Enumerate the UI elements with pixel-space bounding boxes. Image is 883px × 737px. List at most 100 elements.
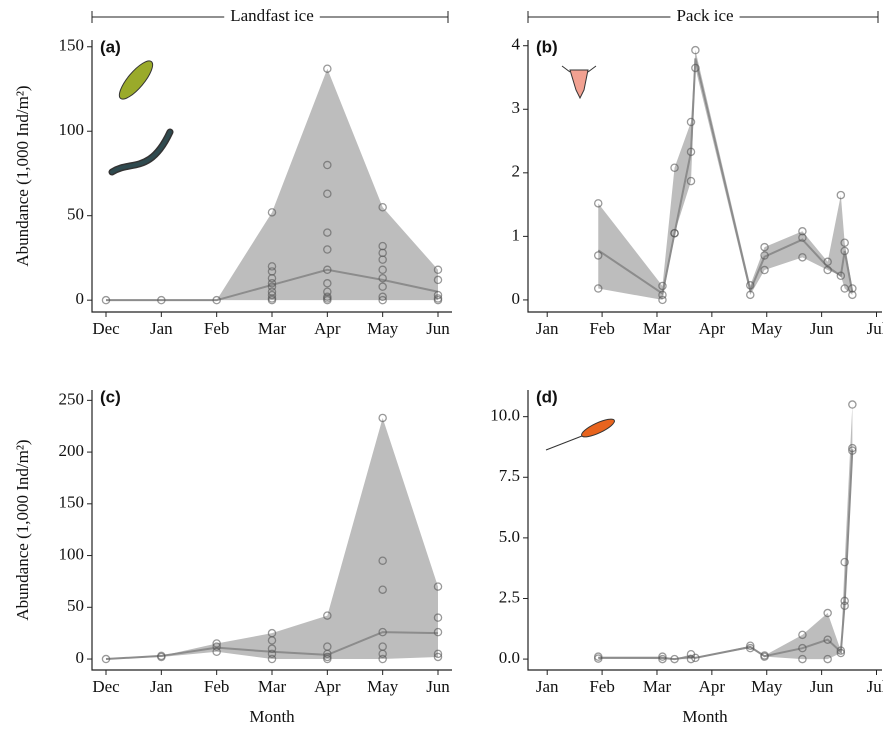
sample-point xyxy=(691,653,700,663)
sample-point xyxy=(378,654,387,664)
x-tick-label: Feb xyxy=(204,677,230,696)
y-tick-label: 150 xyxy=(59,493,85,512)
y-tick-label: 0.0 xyxy=(499,648,520,667)
x-tick-label: Apr xyxy=(314,677,341,696)
sample-point xyxy=(267,636,277,645)
sample-point xyxy=(378,292,387,302)
x-tick-label: Jul xyxy=(867,677,883,696)
y-tick-label: 100 xyxy=(59,120,85,139)
sample-point xyxy=(267,262,277,271)
x-tick-label: Mar xyxy=(643,677,672,696)
y-axis-label: Abundance (1,000 Ind/m²) xyxy=(13,439,32,620)
sample-point xyxy=(760,652,769,661)
x-tick-label: May xyxy=(367,677,399,696)
y-tick-label: 2.5 xyxy=(499,587,520,606)
x-tick-label: Jun xyxy=(810,319,834,338)
sample-point xyxy=(670,163,679,172)
sample-point xyxy=(378,265,387,275)
axis-line xyxy=(527,40,882,313)
group-label-bg xyxy=(670,7,740,27)
median-line xyxy=(598,449,854,661)
sample-point xyxy=(267,644,277,653)
group-label: Landfast ice xyxy=(230,6,314,25)
icon-d xyxy=(545,418,615,451)
x-tick-label: May xyxy=(367,319,399,338)
y-tick-label: 50 xyxy=(67,205,84,224)
sample-point xyxy=(658,290,667,300)
y-tick-label: 100 xyxy=(59,544,85,563)
sample-point xyxy=(836,271,846,281)
sample-point xyxy=(378,627,387,637)
x-tick-label: Jan xyxy=(150,677,173,696)
sample-point xyxy=(594,251,603,260)
x-tick-label: Dec xyxy=(92,677,120,696)
y-tick-label: 250 xyxy=(59,389,85,408)
sample-point xyxy=(594,654,603,663)
sample-point xyxy=(686,176,696,186)
sample-point xyxy=(823,635,832,644)
sample-point xyxy=(212,639,221,648)
y-axis-label: Abundance (1,000 Ind/m²) xyxy=(13,85,32,266)
sample-point xyxy=(378,203,387,212)
panel-label: (a) xyxy=(100,37,121,56)
sample-point xyxy=(746,290,755,300)
sample-point xyxy=(267,282,277,291)
x-tick-label: Mar xyxy=(258,677,287,696)
x-tick-label: Jan xyxy=(150,319,173,338)
sample-point xyxy=(378,295,387,305)
y-tick-label: 7.5 xyxy=(499,466,520,485)
x-tick-label: Jun xyxy=(810,677,834,696)
sample-point xyxy=(212,642,221,651)
x-tick-label: Feb xyxy=(204,319,230,338)
sample-point xyxy=(267,279,277,288)
sample-point xyxy=(746,641,755,651)
sample-point xyxy=(746,281,755,290)
sample-point xyxy=(760,265,769,275)
y-tick-label: 4 xyxy=(512,35,521,54)
sample-point xyxy=(760,251,769,260)
sample-point xyxy=(670,654,679,664)
sample-point xyxy=(798,643,807,653)
y-tick-label: 200 xyxy=(59,441,85,460)
y-tick-label: 5.0 xyxy=(499,527,520,546)
sample-point xyxy=(840,557,849,567)
x-tick-label: Apr xyxy=(699,677,726,696)
panel-label: (d) xyxy=(536,387,558,406)
sample-point xyxy=(823,257,832,267)
sample-point xyxy=(378,413,387,423)
sample-point xyxy=(848,284,857,293)
sample-point xyxy=(378,255,387,264)
axis-line xyxy=(527,390,882,671)
sample-point xyxy=(836,190,846,200)
sample-point xyxy=(798,227,807,236)
x-tick-label: Jan xyxy=(536,677,559,696)
sample-point xyxy=(267,290,277,300)
sample-point xyxy=(840,246,849,256)
sample-point xyxy=(746,643,755,653)
sample-point xyxy=(840,601,849,611)
sample-point xyxy=(323,160,332,170)
sample-point xyxy=(267,273,277,283)
y-tick-label: 1 xyxy=(512,225,521,244)
sample-point xyxy=(848,400,857,409)
x-tick-label: Jun xyxy=(426,319,450,338)
sample-point xyxy=(594,199,603,208)
sample-point xyxy=(670,228,679,238)
x-tick-label: Jun xyxy=(426,677,450,696)
range-band xyxy=(598,50,853,300)
sample-point xyxy=(686,117,696,127)
sample-point xyxy=(101,654,111,664)
sample-point xyxy=(823,265,832,275)
sample-point xyxy=(848,446,857,455)
sample-point xyxy=(433,582,443,591)
sample-point xyxy=(823,608,832,618)
x-tick-label: Jul xyxy=(867,319,883,338)
x-tick-label: Feb xyxy=(589,677,615,696)
icon-c xyxy=(108,128,174,176)
x-tick-label: May xyxy=(751,319,783,338)
sample-point xyxy=(836,646,846,655)
axis-line xyxy=(91,40,452,313)
sample-point xyxy=(433,275,443,285)
sample-point xyxy=(658,654,667,664)
